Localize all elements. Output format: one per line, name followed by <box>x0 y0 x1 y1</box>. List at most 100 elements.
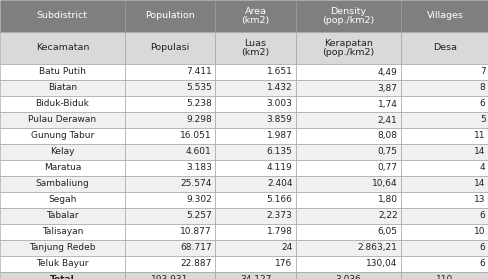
Text: 6: 6 <box>479 211 485 220</box>
Text: 3.183: 3.183 <box>185 163 211 172</box>
Bar <box>0 128 124 144</box>
Text: 193.931: 193.931 <box>151 275 188 279</box>
Bar <box>295 176 400 192</box>
Text: 13: 13 <box>473 196 485 205</box>
Text: 6: 6 <box>479 259 485 268</box>
Text: Biatan: Biatan <box>48 83 77 93</box>
Text: Segah: Segah <box>48 196 77 205</box>
Bar <box>295 240 400 256</box>
Bar <box>0 272 124 279</box>
Text: 130,04: 130,04 <box>366 259 397 268</box>
Bar <box>215 160 295 176</box>
Bar <box>295 64 400 80</box>
Text: Maratua: Maratua <box>43 163 81 172</box>
Bar <box>400 0 488 32</box>
Bar <box>215 208 295 224</box>
Text: 8,08: 8,08 <box>377 131 397 141</box>
Text: 7: 7 <box>479 68 485 76</box>
Bar <box>295 128 400 144</box>
Text: 2.404: 2.404 <box>266 179 292 189</box>
Bar <box>0 224 124 240</box>
Text: 1,74: 1,74 <box>377 100 397 109</box>
Bar <box>124 160 215 176</box>
Bar <box>400 112 488 128</box>
Bar <box>295 0 400 32</box>
Bar <box>124 224 215 240</box>
Bar <box>215 0 295 32</box>
Text: Tabalar: Tabalar <box>46 211 79 220</box>
Bar <box>295 80 400 96</box>
Text: Kecamatan: Kecamatan <box>36 44 89 52</box>
Bar <box>124 208 215 224</box>
Text: Populasi: Populasi <box>150 44 189 52</box>
Bar <box>215 64 295 80</box>
Bar <box>295 32 400 64</box>
Bar <box>400 64 488 80</box>
Bar <box>215 240 295 256</box>
Text: Batu Putih: Batu Putih <box>39 68 85 76</box>
Bar <box>215 96 295 112</box>
Text: Villages: Villages <box>426 11 463 20</box>
Bar <box>0 112 124 128</box>
Bar <box>215 32 295 64</box>
Bar <box>0 80 124 96</box>
Text: 5.238: 5.238 <box>185 100 211 109</box>
Text: 3.003: 3.003 <box>266 100 292 109</box>
Text: 3,87: 3,87 <box>377 83 397 93</box>
Bar <box>215 112 295 128</box>
Text: 10: 10 <box>473 227 485 237</box>
Bar <box>295 144 400 160</box>
Text: 6,05: 6,05 <box>377 227 397 237</box>
Bar <box>400 96 488 112</box>
Bar <box>295 208 400 224</box>
Bar <box>400 80 488 96</box>
Text: 14: 14 <box>473 148 485 157</box>
Text: 6.135: 6.135 <box>266 148 292 157</box>
Text: 6: 6 <box>479 100 485 109</box>
Text: Kelay: Kelay <box>50 148 75 157</box>
Bar <box>400 160 488 176</box>
Bar <box>215 192 295 208</box>
Bar <box>124 256 215 272</box>
Bar <box>295 272 400 279</box>
Text: Luas
(km2): Luas (km2) <box>241 39 269 57</box>
Bar <box>400 208 488 224</box>
Bar <box>295 256 400 272</box>
Text: Talisayan: Talisayan <box>41 227 83 237</box>
Text: 176: 176 <box>275 259 292 268</box>
Text: Area
(km2): Area (km2) <box>241 7 269 25</box>
Text: 10,64: 10,64 <box>371 179 397 189</box>
Text: Population: Population <box>145 11 194 20</box>
Text: 1.798: 1.798 <box>266 227 292 237</box>
Text: 5.535: 5.535 <box>185 83 211 93</box>
Text: 5: 5 <box>479 116 485 124</box>
Bar <box>215 272 295 279</box>
Text: 7.411: 7.411 <box>185 68 211 76</box>
Text: 2,41: 2,41 <box>377 116 397 124</box>
Text: 1.651: 1.651 <box>266 68 292 76</box>
Bar <box>124 32 215 64</box>
Text: Total: Total <box>50 275 75 279</box>
Bar <box>124 96 215 112</box>
Bar <box>124 144 215 160</box>
Text: Biduk-Biduk: Biduk-Biduk <box>35 100 89 109</box>
Text: Tanjung Redeb: Tanjung Redeb <box>29 244 95 252</box>
Bar <box>124 80 215 96</box>
Bar <box>215 224 295 240</box>
Text: 3.859: 3.859 <box>266 116 292 124</box>
Bar <box>295 96 400 112</box>
Bar <box>0 0 124 32</box>
Bar <box>124 192 215 208</box>
Text: 2.863,21: 2.863,21 <box>357 244 397 252</box>
Bar <box>124 0 215 32</box>
Text: 0,75: 0,75 <box>377 148 397 157</box>
Bar <box>400 240 488 256</box>
Text: 2.373: 2.373 <box>266 211 292 220</box>
Text: 2,22: 2,22 <box>377 211 397 220</box>
Bar <box>0 208 124 224</box>
Bar <box>295 224 400 240</box>
Text: 4: 4 <box>479 163 485 172</box>
Bar <box>124 240 215 256</box>
Bar <box>295 192 400 208</box>
Bar <box>400 176 488 192</box>
